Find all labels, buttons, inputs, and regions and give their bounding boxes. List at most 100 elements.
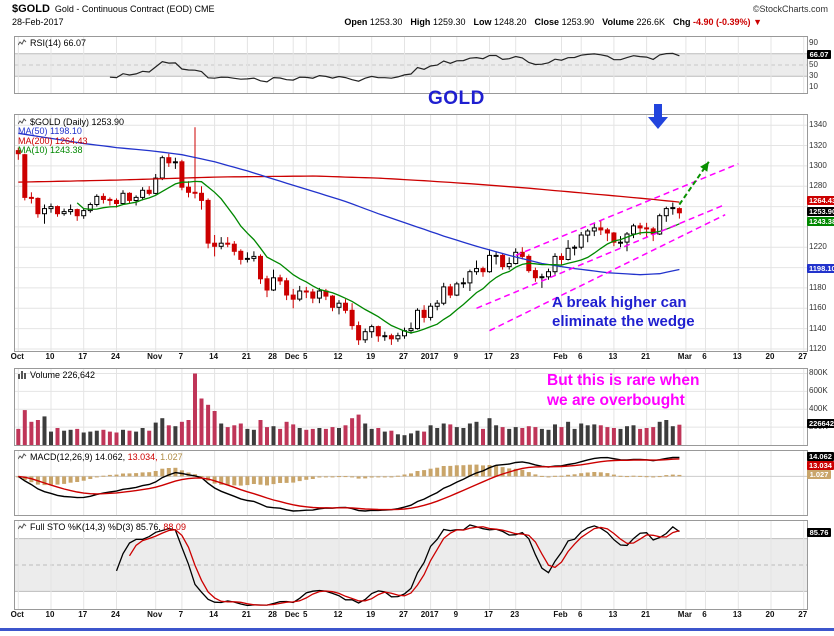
x-axis-tick: 27 [399,352,408,361]
x-axis-tick: 10 [45,352,55,361]
sto-d-value: 88.09 [163,521,186,532]
x-axis-tick: 13 [732,352,742,361]
x-axis-tick: 17 [78,610,88,619]
ma10-line [76,180,680,334]
rsi-line [109,52,680,83]
y-axis-tick: 1320 [809,140,827,150]
x-axis-tick: 6 [702,352,707,361]
x-axis-tick: 17 [78,352,88,361]
x-axis-tick: 17 [484,610,493,619]
x-axis-tick: 23 [510,610,520,619]
x-axis-tick: 5 [303,610,308,619]
ticker-symbol: $GOLD [12,3,50,15]
sto-d-line [128,526,680,606]
x-axis-tick: 12 [333,610,343,619]
x-axis-tick: 5 [303,352,308,361]
macd-legend: MACD(12,26,9) 14.062, 13.034, 1.027 [18,452,183,462]
bottom-border-line [0,628,834,631]
x-axis-tick: Mar [677,610,693,619]
rsi-legend: RSI(14) 66.07 [18,38,86,48]
symbol-legend-label: $GOLD (Daily) 1253.90 [30,116,125,127]
volume-panel [14,368,808,446]
x-axis-tick: 9 [453,352,459,361]
x-axis-tick: 21 [641,610,651,619]
x-axis-tick: 6 [702,610,707,619]
wedge-trendline [476,203,726,309]
candlestick-icon [18,118,27,125]
y-axis-tick: 1220 [809,242,827,252]
volume-bars-icon [18,371,26,380]
sto-legend: Full STO %K(14,3) %D(3) 85.76, 88.09 [18,522,186,532]
wedge-annotation: A break higher can eliminate the wedge [552,294,695,330]
x-axis-tick: 13 [608,352,618,361]
x-axis-tick: Nov [147,610,163,619]
x-axis-tick: 6 [577,610,583,619]
overbought-annotation: But this is rare when we are overbought [547,372,700,409]
x-axis-tick: 21 [241,352,251,361]
rsi-legend-label: RSI(14) 66.07 [30,37,87,48]
x-axis-tick: 24 [111,610,120,619]
ma200-line [18,175,680,203]
y-axis-value-badge: 66.07 [807,50,831,59]
x-axis-tick: 6 [577,352,583,361]
y-axis-tick: 90 [809,37,818,47]
x-axis-tick: 27 [399,610,408,619]
y-axis-tick: 1160 [809,303,827,313]
blue-down-arrow-icon [648,104,668,129]
x-axis-tick: 27 [798,352,808,361]
x-axis-tick: 10 [45,610,55,619]
down-triangle-icon: ▼ [753,17,762,27]
change-value: -4.90 (-0.39%) [693,17,751,27]
x-axis-tick: 19 [366,352,376,361]
x-axis-tick: 7 [178,610,184,619]
y-axis-value-badge: 13.034 [807,460,834,470]
y-axis-tick: 400K [809,404,828,414]
macd-signal-line [18,458,680,511]
ticker-description: Gold - Continuous Contract (EOD) CME [54,4,215,14]
x-axis-tick: 13 [608,610,618,619]
sto-k-value: 85.76, [135,521,161,532]
volume-legend: Volume 226,642 [18,370,95,380]
price-legend: $GOLD (Daily) 1253.90 MA(50) 1198.10 MA(… [18,117,124,155]
macd-panel [14,450,808,516]
x-axis-tick: 28 [268,610,277,619]
x-axis-tick: Feb [553,352,568,361]
y-axis-tick: 30 [809,71,818,81]
wedge-trendline [489,214,726,332]
y-axis-value-badge: 1.027 [807,469,831,479]
x-axis-tick: Dec [284,610,300,619]
x-axis-tick: 27 [798,610,808,619]
indicator-icon [18,523,27,530]
green-arrow-head [700,161,709,172]
y-axis-tick: 1180 [809,282,827,292]
indicator-icon [18,39,27,46]
quote-row: 28-Feb-2017 Open 1253.30 High 1259.30 Lo… [12,17,762,27]
price-panel [14,114,808,352]
volume-legend-label: Volume 226,642 [30,369,96,380]
y-axis-value-badge: 226642 [807,418,834,428]
x-axis-tick: 23 [510,352,520,361]
y-axis-tick: 1340 [809,120,827,130]
y-axis-tick: 600K [809,386,828,396]
sto-legend-label: Full STO %K(14,3) %D(3) [30,521,134,532]
y-axis-value-badge: 14.062 [807,451,834,461]
right-price-axis: 907050301066.071340132013001280122011801… [807,0,834,636]
y-axis-tick: 1280 [809,181,827,191]
x-axis-bottom: Oct 10 17 24 Nov 7 14 21 28 Dec 5 12 19 27 2017 9 17 23 Fe… [0,610,834,621]
x-axis-tick: 24 [111,352,120,361]
rsi-panel [14,36,808,94]
chart-header: $GOLD Gold - Continuous Contract (EOD) C… [12,3,828,15]
x-axis-tick: 28 [268,352,277,361]
ma50-line [18,132,680,276]
gold-annotation: GOLD [428,88,485,109]
x-axis-tick: Mar [677,352,693,361]
x-axis-tick: 7 [178,352,184,361]
y-axis-tick: 10 [809,82,818,92]
y-axis-value-badge: 85.76 [807,527,831,537]
candlestick-series [15,127,682,345]
x-axis-tick: 9 [453,610,459,619]
x-axis-tick: Nov [147,352,163,361]
macd-hist-value: 1.027 [160,451,183,462]
x-axis-tick: 2017 [420,610,439,619]
